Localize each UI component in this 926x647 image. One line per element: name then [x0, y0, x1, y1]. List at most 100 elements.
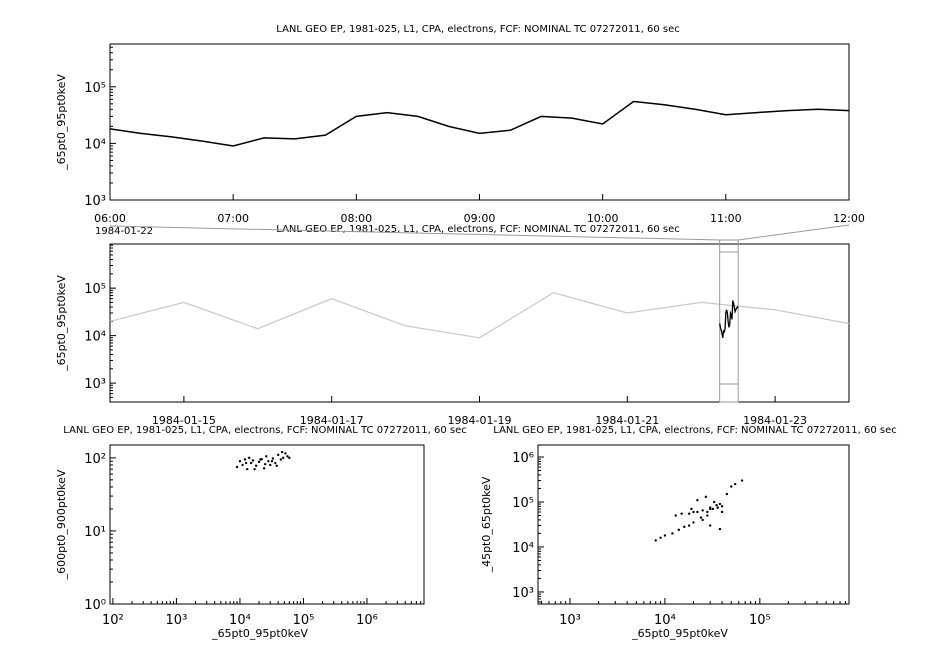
point	[733, 482, 737, 486]
point	[718, 502, 722, 506]
x-tick-label: 11:00	[710, 212, 742, 225]
x-tick-label: 10⁵	[749, 613, 771, 628]
y-tick-label: 10¹	[84, 525, 106, 540]
point	[243, 458, 247, 461]
point	[262, 467, 266, 470]
point	[275, 464, 278, 467]
y-axis-label: _65pt0_95pt0keV	[55, 275, 68, 372]
zoom-connector	[109, 225, 720, 241]
y-axis-label: _45pt0_65pt0keV	[480, 476, 493, 573]
line	[109, 292, 850, 339]
x-tick-label: 10⁵	[293, 613, 315, 628]
point	[235, 465, 239, 469]
point	[264, 462, 267, 466]
zoom-connector	[738, 224, 850, 241]
x-tick-label: 06:00	[94, 212, 126, 225]
point	[699, 516, 703, 519]
point	[259, 458, 262, 461]
x-axis-label: _65pt0_95pt0keV	[211, 627, 308, 640]
point	[715, 503, 718, 507]
point	[654, 539, 657, 542]
x-tick-label: 10⁴	[229, 613, 251, 628]
y-tick-label: 10⁴	[512, 541, 534, 556]
point	[249, 461, 253, 465]
point	[267, 460, 270, 463]
point	[288, 456, 291, 460]
point	[696, 498, 699, 502]
x-tick-label: 10³	[166, 613, 188, 628]
point	[692, 510, 695, 514]
point	[718, 527, 722, 531]
point	[709, 506, 712, 509]
point	[254, 464, 258, 467]
y-axis-label: _65pt0_95pt0keV	[55, 74, 68, 171]
point	[709, 524, 712, 527]
y-tick-label: 10³	[84, 194, 106, 209]
point	[711, 507, 715, 511]
point	[720, 505, 724, 508]
point	[253, 467, 256, 471]
y-tick-label: 10⁵	[84, 282, 106, 297]
point	[248, 456, 251, 460]
point	[241, 463, 244, 467]
line	[109, 100, 850, 147]
point	[245, 467, 249, 471]
x-tick-label: 09:00	[464, 212, 496, 225]
x-tick-label: 10³	[559, 613, 581, 628]
point	[680, 512, 683, 515]
point	[286, 455, 289, 458]
point	[269, 463, 272, 467]
point	[706, 514, 709, 517]
chart-title: LANL GEO EP, 1981-025, L1, CPA, electron…	[63, 425, 466, 436]
point	[725, 492, 729, 496]
highlight-line	[719, 300, 739, 338]
plot-frame	[109, 444, 425, 605]
point	[730, 485, 733, 488]
chart-title: LANL GEO EP, 1981-025, L1, CPA, electron…	[276, 24, 679, 35]
point	[690, 507, 693, 511]
point	[687, 512, 691, 515]
x-tick-label: 10⁴	[654, 613, 676, 628]
point	[663, 534, 667, 537]
point	[692, 521, 695, 524]
point	[740, 479, 744, 482]
point	[712, 500, 716, 504]
x-tick-label: 1984-01-15	[152, 414, 216, 427]
point	[271, 457, 275, 460]
x-tick-label: 12:00	[833, 212, 865, 225]
x-tick-label: 1984-01-19	[448, 414, 512, 427]
point	[701, 509, 704, 512]
x-tick-label: 08:00	[340, 212, 372, 225]
point	[270, 460, 274, 463]
x-tick-label: 10²	[102, 613, 124, 628]
point	[674, 514, 677, 517]
y-tick-label: 10⁴	[84, 137, 106, 152]
plot-frame	[109, 43, 850, 201]
zoom-box	[719, 239, 739, 403]
x-tick-label: 1984-01-17	[300, 414, 364, 427]
point	[659, 536, 662, 539]
point	[282, 456, 285, 460]
point	[701, 518, 704, 522]
x-tick-label: 1984-01-23	[743, 414, 807, 427]
point	[696, 510, 699, 514]
point	[284, 452, 287, 455]
chart-title: LANL GEO EP, 1981-025, L1, CPA, electron…	[493, 425, 896, 436]
y-axis-label: _600pt0_900pt0keV	[55, 469, 68, 580]
x-tick-label: 10:00	[587, 212, 619, 225]
y-tick-label: 10⁶	[512, 451, 534, 466]
point	[720, 510, 724, 514]
x-axis-label: _65pt0_95pt0keV	[631, 627, 728, 640]
date-label: 1984-01-22	[95, 226, 153, 237]
point	[280, 450, 284, 454]
y-tick-label: 10⁵	[512, 496, 534, 511]
point	[265, 455, 268, 458]
y-tick-label: 10⁰	[84, 598, 106, 613]
point	[257, 460, 261, 464]
y-tick-label: 10³	[84, 377, 106, 392]
point	[274, 461, 277, 465]
point	[251, 459, 255, 462]
plot-frame	[537, 444, 850, 605]
